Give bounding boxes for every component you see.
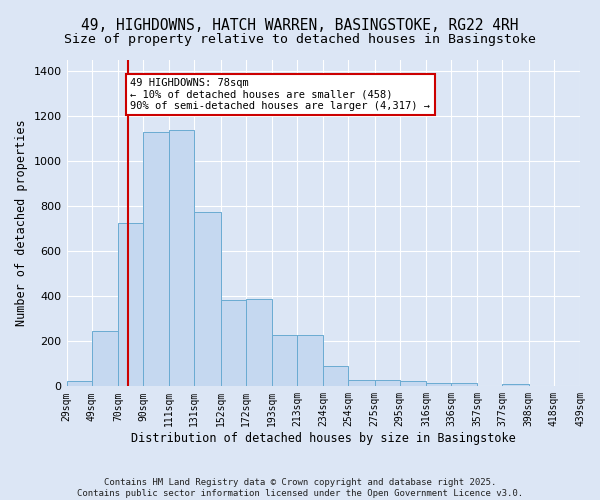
Y-axis label: Number of detached properties: Number of detached properties [15,120,28,326]
Bar [194,212,221,386]
Bar [272,334,297,386]
Bar [426,383,451,386]
Bar [349,380,374,386]
Bar [374,380,400,386]
Bar [67,380,92,386]
Text: 49 HIGHDOWNS: 78sqm
← 10% of detached houses are smaller (458)
90% of semi-detac: 49 HIGHDOWNS: 78sqm ← 10% of detached ho… [130,78,430,111]
Bar [245,298,272,386]
Bar [169,130,194,386]
Bar [502,384,529,386]
Bar [92,331,118,386]
Text: Contains HM Land Registry data © Crown copyright and database right 2025.
Contai: Contains HM Land Registry data © Crown c… [77,478,523,498]
Bar [221,300,245,386]
Bar [143,132,169,386]
Text: Size of property relative to detached houses in Basingstoke: Size of property relative to detached ho… [64,32,536,46]
X-axis label: Distribution of detached houses by size in Basingstoke: Distribution of detached houses by size … [131,432,515,445]
Bar [323,366,349,386]
Bar [118,223,143,386]
Bar [451,383,478,386]
Bar [297,334,323,386]
Text: 49, HIGHDOWNS, HATCH WARREN, BASINGSTOKE, RG22 4RH: 49, HIGHDOWNS, HATCH WARREN, BASINGSTOKE… [81,18,519,32]
Bar [400,380,426,386]
